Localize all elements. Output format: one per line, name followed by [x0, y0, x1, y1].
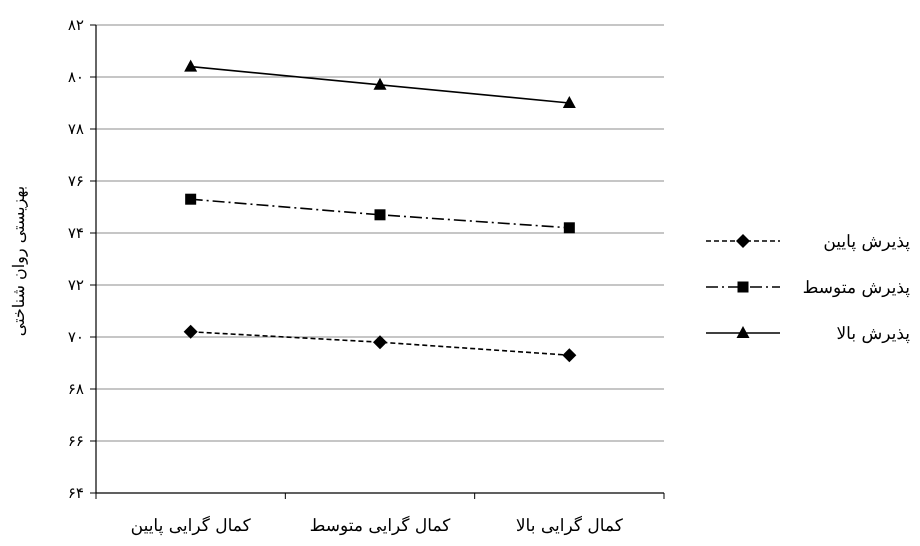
data-point-diamond	[373, 335, 387, 350]
x-category-label: کمال گرایی بالا	[516, 515, 624, 536]
legend-marker-square	[737, 281, 749, 293]
legend-label: پذیرش متوسط	[803, 278, 911, 298]
x-category-label: کمال گرایی پایین	[131, 515, 252, 536]
series-group	[183, 59, 577, 363]
y-tick-label: ۸۰	[68, 68, 84, 86]
series-diamond	[183, 324, 577, 363]
series-line	[190, 331, 570, 356]
legend-label: پذیرش پایین	[823, 232, 910, 252]
legend-marker-diamond	[736, 234, 750, 248]
y-axis-title: بهزیستی روان شناختی	[9, 186, 28, 337]
data-point-triangle	[184, 59, 198, 72]
y-tick-label: ۷۲	[68, 276, 84, 294]
y-tick-label: ۷۰	[68, 328, 84, 346]
y-tick-label: ۶۶	[68, 432, 84, 450]
data-point-triangle	[562, 96, 576, 108]
legend-item: پذیرش متوسط	[706, 278, 910, 298]
series-square	[185, 193, 575, 234]
y-tick-label: ۶۴	[68, 484, 84, 502]
legend-item: پذیرش بالا	[706, 324, 910, 344]
data-point-square	[185, 193, 197, 205]
data-point-triangle	[373, 77, 387, 90]
series-line	[190, 198, 570, 229]
y-tick-label: ۷۴	[68, 224, 84, 242]
data-point-diamond	[183, 324, 198, 339]
y-tick-label: ۷۶	[68, 172, 84, 190]
data-point-square	[563, 222, 575, 234]
y-tick-label: ۶۸	[68, 380, 84, 398]
series-triangle	[184, 59, 576, 108]
legend: پذیرش پایین پذیرش متوسط پذیرش بالا	[706, 232, 910, 344]
legend-label: پذیرش بالا	[836, 324, 910, 344]
legend-item: پذیرش پایین	[706, 232, 910, 252]
legend-marker-triangle	[736, 326, 750, 338]
y-tick-label: ۷۸	[68, 120, 84, 138]
x-category-label: کمال گرایی متوسط	[310, 515, 452, 536]
axes: ۶۴ ۶۶ ۶۸ ۷۰ ۷۲ ۷۴ ۷۶ ۷۸ ۸۰ ۸۲ کمال گرایی پایین کمال…	[68, 16, 665, 536]
data-point-diamond	[562, 348, 577, 363]
y-tick-label: ۸۲	[68, 16, 84, 34]
data-point-square	[374, 209, 386, 221]
